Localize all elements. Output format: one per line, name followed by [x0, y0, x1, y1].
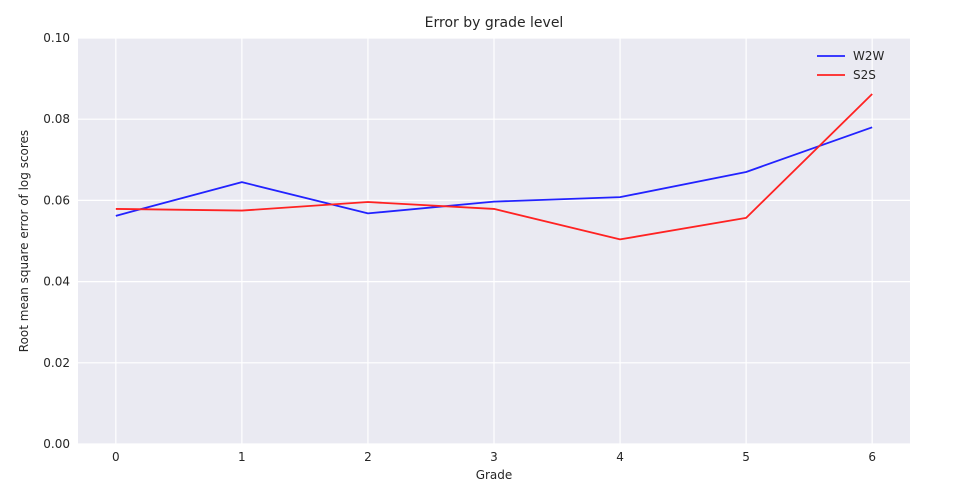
y-tick-label: 0.00 — [43, 437, 70, 451]
y-tick-labels: 0.00 0.02 0.04 0.06 0.08 0.10 — [43, 31, 70, 451]
y-tick-label: 0.10 — [43, 31, 70, 45]
y-tick-label: 0.06 — [43, 193, 70, 207]
legend-label: W2W — [853, 49, 885, 63]
legend-label: S2S — [853, 68, 876, 82]
x-axis-label: Grade — [476, 468, 513, 482]
y-tick-label: 0.08 — [43, 112, 70, 126]
x-tick-labels: 0 1 2 3 4 5 6 — [112, 450, 876, 464]
x-tick-label: 0 — [112, 450, 120, 464]
y-tick-label: 0.02 — [43, 356, 70, 370]
x-tick-label: 1 — [238, 450, 246, 464]
grid-lines — [78, 37, 910, 445]
series-line-w2w — [115, 126, 873, 217]
x-tick-label: 5 — [742, 450, 750, 464]
series-line-s2s — [115, 93, 873, 241]
chart-title: Error by grade level — [425, 15, 564, 31]
x-tick-label: 6 — [868, 450, 876, 464]
y-tick-label: 0.04 — [43, 275, 70, 289]
x-tick-label: 4 — [616, 450, 624, 464]
x-tick-label: 3 — [490, 450, 498, 464]
y-axis-label: Root mean square error of log scores — [17, 130, 31, 352]
x-tick-label: 2 — [364, 450, 372, 464]
series-lines — [115, 93, 873, 241]
